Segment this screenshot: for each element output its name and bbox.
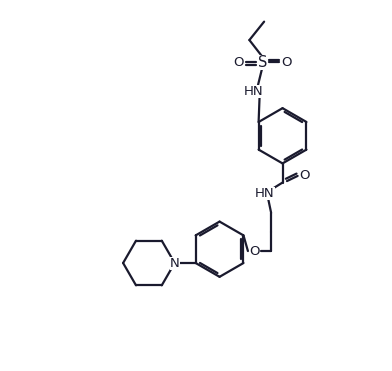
Text: S: S (258, 55, 267, 70)
Text: O: O (249, 244, 260, 257)
Text: O: O (281, 56, 292, 69)
Text: HN: HN (255, 187, 275, 200)
Text: N: N (170, 256, 180, 269)
Text: O: O (233, 56, 243, 69)
Text: HN: HN (243, 85, 263, 98)
Text: O: O (299, 170, 310, 183)
